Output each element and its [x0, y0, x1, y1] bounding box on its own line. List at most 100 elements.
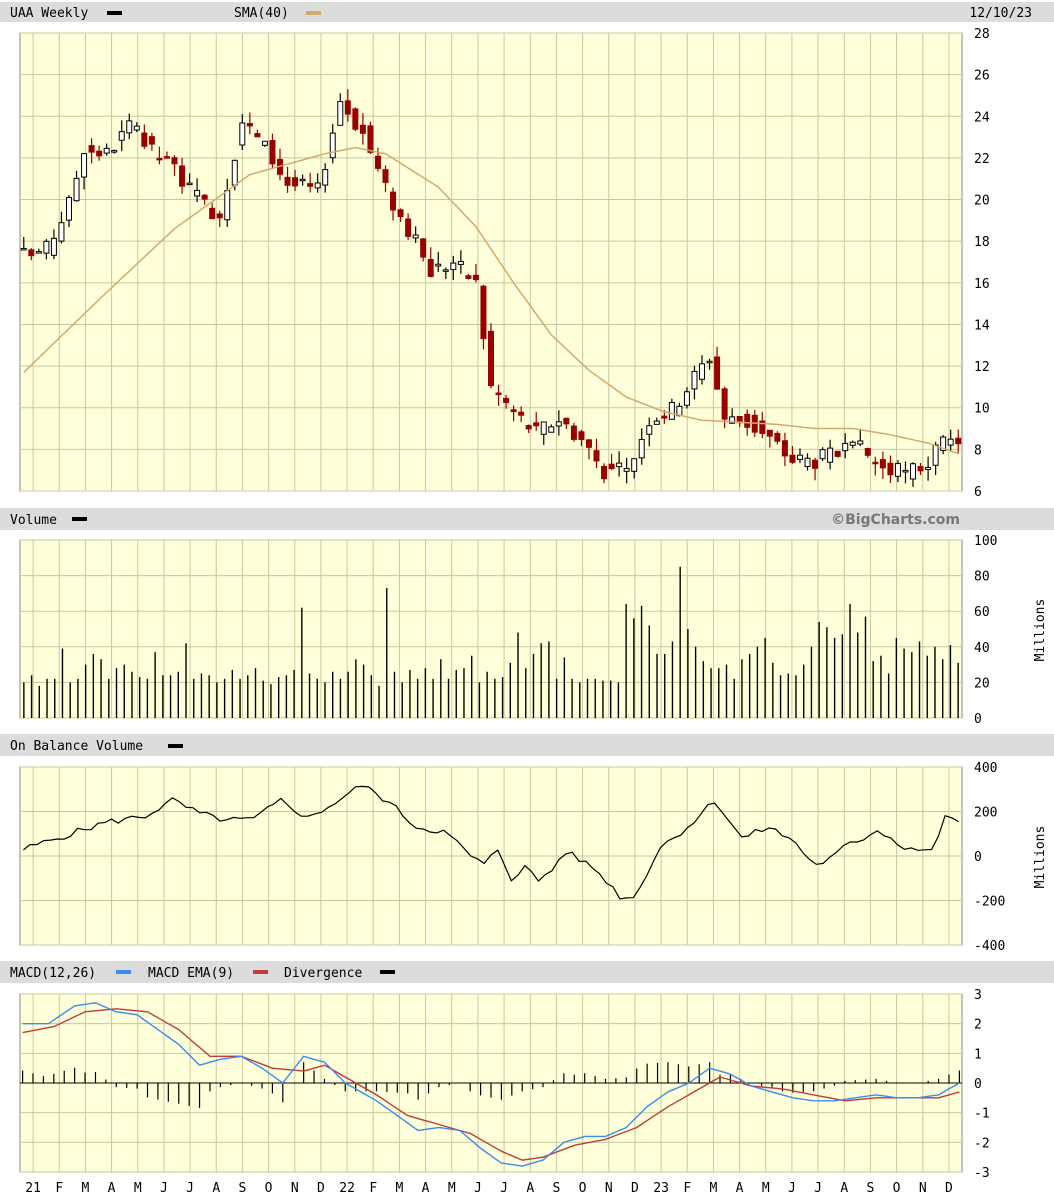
x-tick-label: O	[579, 1181, 587, 1196]
candle-body	[442, 269, 449, 272]
candle-body	[269, 140, 276, 165]
candle-body	[239, 122, 246, 146]
obv-panel: -400 -200 0 200 400	[19, 761, 1005, 954]
y-tick-label: 0	[974, 1077, 982, 1092]
candle-body	[201, 194, 208, 200]
candle-body	[887, 462, 894, 476]
candle-body	[548, 426, 555, 433]
candle-body	[148, 136, 155, 145]
price-title: UAA Weekly	[10, 6, 88, 21]
candle-body	[194, 189, 201, 197]
chart-date: 12/10/23	[969, 6, 1032, 21]
x-tick-label: M	[710, 1181, 718, 1196]
y-tick-label: 14	[974, 318, 990, 333]
x-tick-label: 21	[25, 1181, 41, 1196]
x-tick-label: N	[605, 1181, 613, 1196]
x-tick-label: J	[474, 1181, 482, 1196]
x-tick-label: N	[919, 1181, 927, 1196]
x-tick-label: A	[422, 1181, 430, 1196]
candle-body	[631, 458, 638, 472]
candle-body	[133, 125, 140, 131]
candle-body	[555, 421, 562, 427]
x-axis: 21 F M A M J J A S O N D 22 F M A M J J A S O N D 23 F M A M J J A S O N D	[25, 1181, 953, 1196]
candle-body	[457, 260, 464, 265]
candle-body	[58, 222, 65, 242]
x-tick-label: F	[369, 1181, 377, 1196]
candle-body	[73, 177, 80, 202]
x-tick-label: J	[160, 1181, 168, 1196]
candle-body	[20, 247, 27, 251]
candle-body	[864, 447, 871, 456]
x-tick-label: O	[893, 1181, 901, 1196]
candle-body	[714, 356, 721, 390]
obv-millions-label: Millions	[1033, 826, 1048, 889]
y-tick-label: -2	[974, 1136, 990, 1151]
candle-body	[352, 108, 359, 130]
x-tick-label: M	[448, 1181, 456, 1196]
candle-body	[435, 263, 442, 267]
obv-title: On Balance Volume	[10, 739, 143, 754]
candle-body	[638, 439, 645, 459]
y-tick-label: -1	[974, 1107, 990, 1122]
x-tick-label: 23	[653, 1181, 669, 1196]
y-tick-label: 8	[974, 443, 982, 458]
candle-body	[789, 454, 796, 463]
y-tick-label: -400	[974, 939, 1005, 954]
x-tick-label: M	[762, 1181, 770, 1196]
macd-ema-line	[22, 1008, 960, 1161]
volume-legend-swatch	[72, 517, 87, 521]
candle-body	[50, 237, 57, 256]
candle-body	[812, 459, 819, 469]
candle-body	[382, 169, 389, 183]
x-tick-label: A	[840, 1181, 848, 1196]
candle-body	[231, 159, 238, 186]
candle-body	[254, 133, 261, 138]
candle-body	[729, 416, 736, 424]
candle-body	[186, 182, 193, 186]
x-tick-label: S	[239, 1181, 247, 1196]
candle-body	[216, 213, 223, 219]
candle-body	[601, 466, 608, 480]
y-tick-label: 100	[974, 534, 997, 549]
volume-millions-label: Millions	[1033, 599, 1048, 662]
volume-header-bar	[0, 508, 1054, 530]
y-tick-label: 10	[974, 402, 990, 417]
x-tick-label: M	[82, 1181, 90, 1196]
candle-body	[540, 421, 547, 435]
candle-body	[925, 466, 932, 470]
candle-body	[940, 436, 947, 451]
y-tick-label: 1	[974, 1047, 982, 1062]
y-tick-label: 28	[974, 27, 990, 42]
candle-body	[322, 169, 329, 186]
candle-body	[593, 450, 600, 462]
x-tick-label: S	[553, 1181, 561, 1196]
candle-body	[374, 155, 381, 169]
candle-body	[525, 425, 532, 430]
volume-panel: 0 20 40 60 80 100	[19, 534, 997, 727]
candle-body	[683, 391, 690, 406]
candle-body	[842, 442, 849, 452]
x-tick-label: D	[317, 1181, 325, 1196]
plot-background	[19, 539, 963, 719]
candle-body	[819, 449, 826, 460]
x-tick-label: N	[291, 1181, 299, 1196]
candle-body	[480, 285, 487, 340]
candle-body	[691, 370, 698, 390]
price-legend-swatch	[107, 11, 122, 15]
y-tick-label: 26	[974, 69, 990, 84]
candle-body	[661, 415, 668, 419]
x-tick-label: J	[500, 1181, 508, 1196]
candle-body	[420, 238, 427, 258]
divergence-title: Divergence	[284, 966, 362, 981]
candle-body	[163, 156, 170, 159]
x-tick-label: J	[186, 1181, 194, 1196]
x-tick-label: M	[396, 1181, 404, 1196]
y-tick-label: -200	[974, 895, 1005, 910]
x-tick-label: A	[108, 1181, 116, 1196]
candle-body	[834, 450, 841, 457]
candle-body	[397, 209, 404, 218]
candle-body	[585, 439, 592, 448]
y-tick-label: 40	[974, 641, 990, 656]
candle-body	[224, 190, 231, 221]
candle-body	[412, 234, 419, 239]
